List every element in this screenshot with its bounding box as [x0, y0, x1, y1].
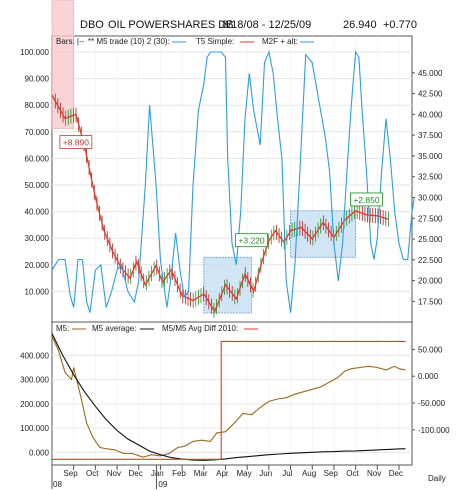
m5-trade-line: [51, 50, 415, 313]
left-tick-label: 70.000: [25, 128, 50, 137]
left-tick-label: 10.000: [25, 287, 50, 296]
left-tick-label: 0.000: [29, 448, 50, 457]
lower-legend: M5: M5 average: M5/M5 Avg Diff 2010:: [56, 324, 258, 333]
left-tick-label: 300.000: [20, 376, 49, 385]
legend-m5: M5:: [56, 324, 69, 333]
x-tick-label: Aug: [302, 469, 316, 478]
left-tick-label: 400.000: [20, 351, 49, 360]
x-tick-label: Feb: [172, 469, 186, 478]
x-tick-label: Sep: [63, 469, 78, 478]
upper-right-axis: 45.000 42.500 40.000 37.500 35.000 32.500 30.0…: [412, 69, 443, 306]
right-tick-label: 50.000: [418, 345, 443, 354]
legend-t5: T5 Simple:: [196, 37, 234, 46]
lower-left-axis: 400.000 300.000 200.000 100.000 0.000: [20, 351, 49, 457]
annotation: +3.220: [235, 233, 268, 248]
annotation-box: [350, 192, 383, 207]
x-axis: Sep Oct Nov Dec Jan Feb Mar Apr May Jun Jul Aug Sep O…: [51, 465, 403, 489]
t5-line: [51, 94, 389, 313]
upper-left-axis: 100.000 90.000 80.000 70.000 60.000 50.000 40.…: [20, 48, 49, 296]
x-tick-label: Dec: [128, 469, 142, 478]
legend-avgdiff: M5/M5 Avg Diff 2010:: [162, 324, 238, 333]
upper-series: [51, 50, 415, 313]
left-tick-label: 60.000: [25, 154, 50, 163]
annotation: +8.890: [59, 135, 93, 150]
right-tick-label: -100.000: [418, 426, 450, 435]
annotation-label: +2.850: [353, 195, 380, 205]
header-range: 8/18/08 - 12/25/09: [222, 19, 311, 31]
left-tick-label: 80.000: [25, 101, 50, 110]
x-tick-label: Jan: [151, 469, 164, 478]
right-tick-label: 30.000: [418, 193, 443, 202]
annotation-label: +8.890: [63, 138, 90, 148]
left-tick-label: 40.000: [25, 208, 50, 217]
legend-m5avg: M5 average:: [92, 324, 136, 333]
header-name: OIL POWERSHARES DB: [108, 19, 234, 31]
trade-box-loss: [51, 0, 75, 129]
lower-right-axis: 50.000 0.000 -50.000 -100.000: [412, 345, 450, 435]
x-tick-label: Apr: [216, 469, 229, 478]
left-tick-label: 100.000: [20, 48, 49, 57]
year-label: 08: [53, 480, 62, 489]
lower-series: [51, 333, 406, 461]
year-label: 09: [158, 480, 167, 489]
upper-legend: Bars: |-- ** M5 trade (10) 2 (30): T5 Si…: [56, 37, 314, 46]
left-tick-label: 20.000: [25, 261, 50, 270]
annotation-box: [59, 135, 93, 150]
right-tick-label: -50.000: [418, 399, 446, 408]
left-tick-label: 30.000: [25, 234, 50, 243]
x-tick-label: Nov: [107, 469, 121, 478]
right-tick-label: 25.000: [418, 235, 443, 244]
header-change: +0.770: [383, 19, 417, 31]
right-tick-label: 37.500: [418, 131, 443, 140]
left-tick-label: 90.000: [25, 75, 50, 84]
right-tick-label: 35.000: [418, 152, 443, 161]
trade-boxes: [51, 0, 357, 314]
chart-header: DBO OIL POWERSHARES DB 8/18/08 - 12/25/0…: [80, 19, 417, 31]
m5-average-line: [51, 333, 406, 461]
x-tick-label: Mar: [194, 469, 208, 478]
right-tick-label: 17.500: [418, 297, 443, 306]
annotation-box: [235, 233, 268, 248]
right-tick-label: 22.500: [418, 256, 443, 265]
left-tick-label: 50.000: [25, 181, 50, 190]
x-tick-label: Oct: [86, 469, 99, 478]
x-tick-label: Dec: [389, 469, 403, 478]
periodicity-label: Daily: [428, 474, 446, 483]
right-tick-label: 20.000: [418, 277, 443, 286]
x-tick-label: Jul: [282, 469, 292, 478]
trade-annotations: +8.890 +3.220 +2.850: [59, 135, 383, 248]
left-tick-label: 100.000: [20, 424, 49, 433]
x-tick-label: Nov: [367, 469, 381, 478]
right-tick-label: 0.000: [418, 372, 439, 381]
legend-m5trade: ** M5 trade (10) 2 (30):: [88, 37, 170, 46]
header-symbol: DBO: [80, 19, 104, 31]
right-tick-label: 45.000: [418, 69, 443, 78]
left-tick-label: 200.000: [20, 400, 49, 409]
x-tick-label: Oct: [346, 469, 359, 478]
x-tick-label: Sep: [324, 469, 339, 478]
lower-panel[interactable]: [51, 321, 413, 466]
annotation-label: +3.220: [238, 236, 265, 246]
legend-m2f: M2F + alt:: [262, 37, 298, 46]
annotation: +2.850: [350, 192, 383, 207]
x-tick-label: Jun: [259, 469, 272, 478]
right-tick-label: 32.500: [418, 173, 443, 182]
right-tick-label: 42.500: [418, 90, 443, 99]
lower-grid: [52, 354, 412, 453]
m5-avg-diff-line: [52, 340, 406, 460]
header-last: 26.940: [343, 19, 377, 31]
x-tick-label: May: [236, 469, 251, 478]
legend-bars: Bars: |--: [56, 37, 85, 46]
right-tick-label: 27.500: [418, 214, 443, 223]
right-tick-label: 40.000: [418, 110, 443, 119]
